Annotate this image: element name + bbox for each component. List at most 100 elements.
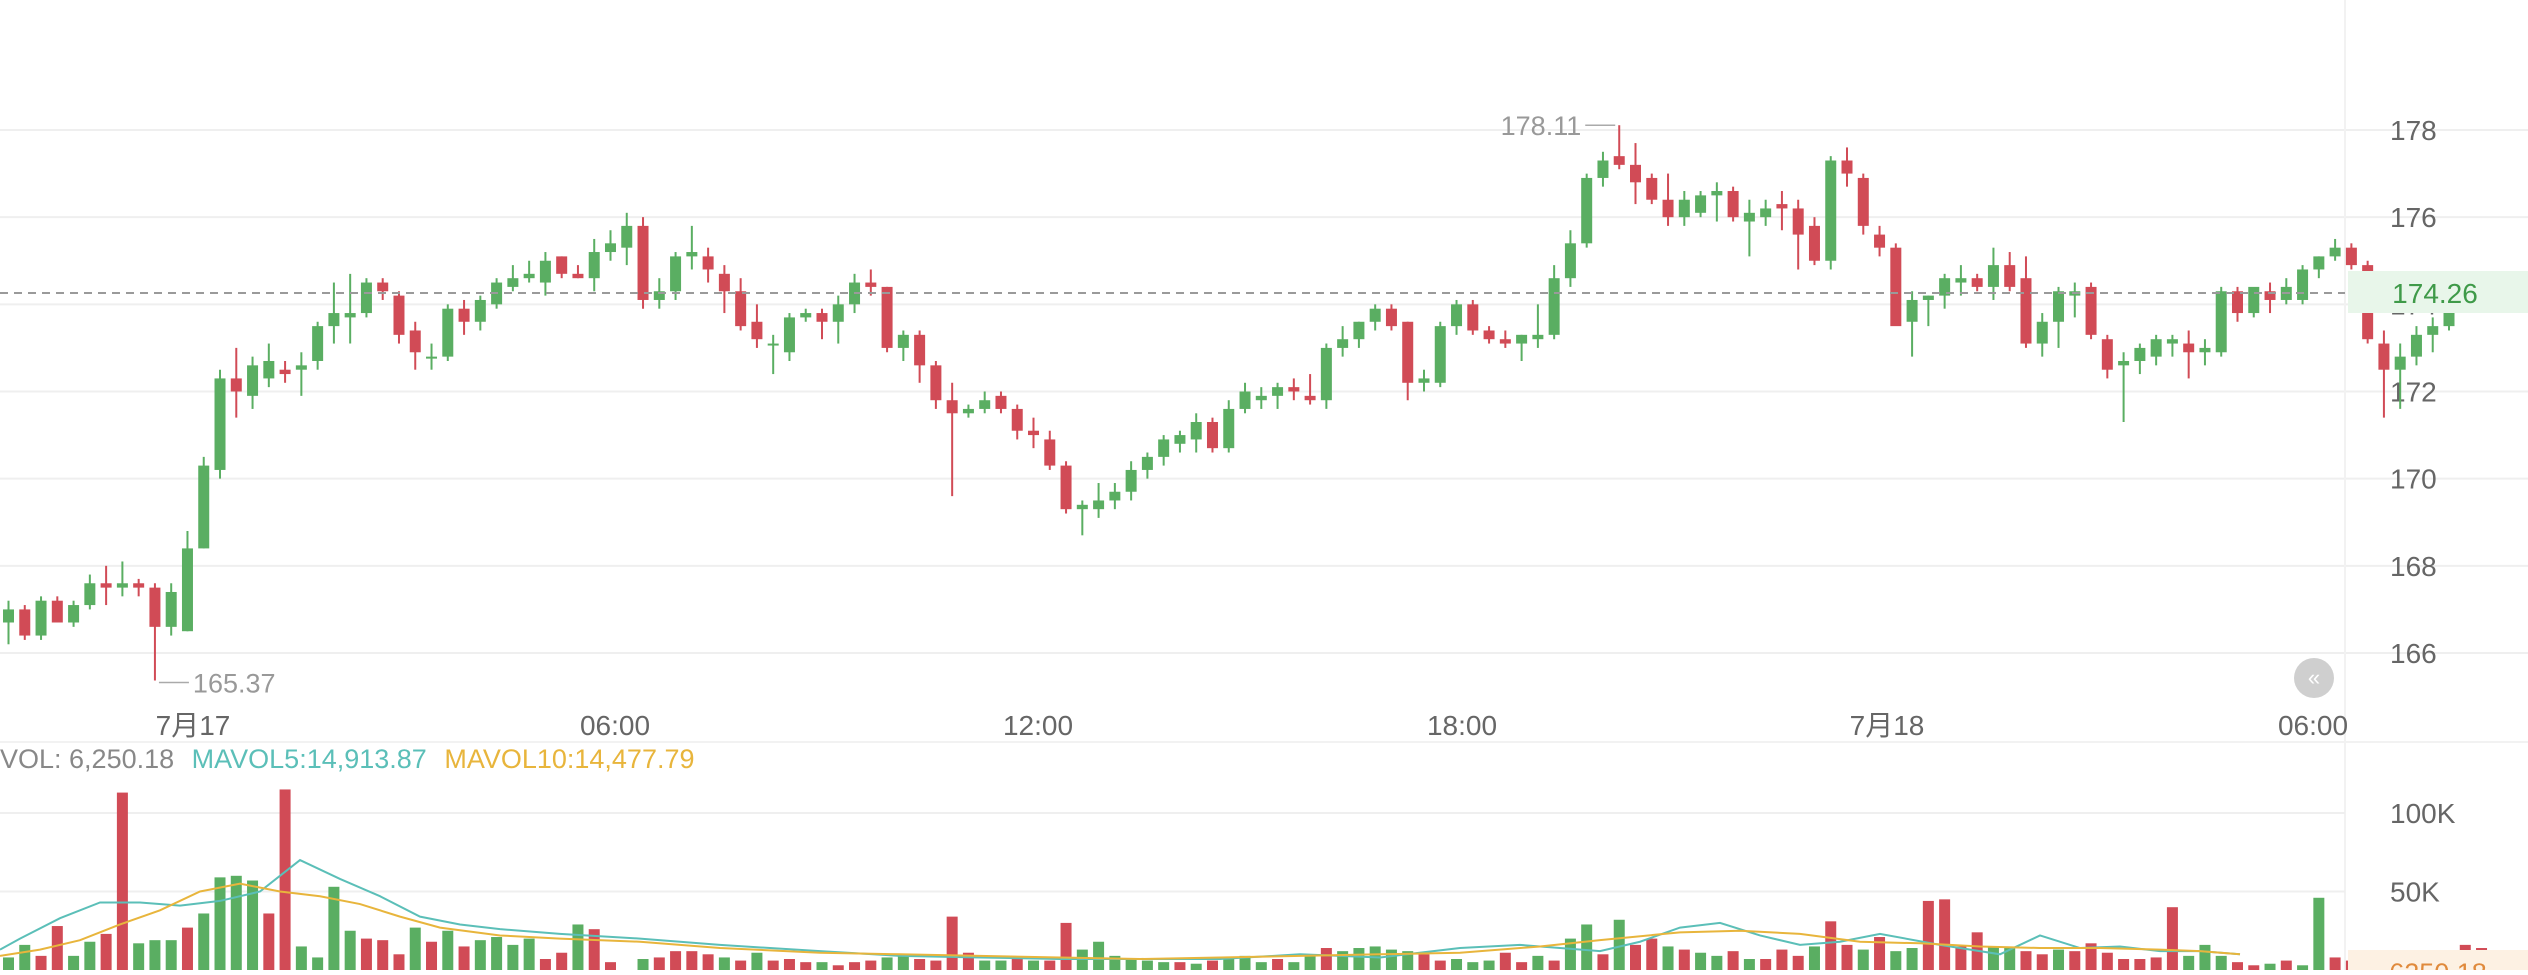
candle-body [2394, 356, 2406, 370]
candle-body [51, 600, 63, 623]
candle-body [409, 330, 421, 353]
volume-bar [1011, 959, 1023, 970]
candle-body [1320, 347, 1332, 401]
candle-body [1434, 326, 1446, 383]
volume-bar [637, 959, 649, 970]
volume-bar [1646, 938, 1658, 970]
volume-bar [1776, 949, 1788, 970]
candle-body [149, 587, 161, 627]
volume-bar [474, 940, 486, 970]
candle-body [1597, 160, 1609, 178]
candle-body [247, 365, 259, 396]
time-tick-label: 7月18 [1850, 710, 1925, 741]
candle-body [832, 304, 844, 322]
candle-body [442, 308, 454, 357]
candle-body [767, 343, 779, 346]
candle-body [637, 225, 649, 300]
candle-body [1874, 234, 1886, 248]
mavol10-value: MAVOL10:14,477.79 [444, 744, 695, 774]
candle-body [881, 286, 893, 348]
volume-bar [1272, 959, 1284, 970]
candle-body [1808, 225, 1820, 261]
candle-body [1711, 191, 1723, 196]
candle-body [751, 321, 763, 340]
volume-bar [686, 951, 698, 970]
volume-bar [930, 960, 942, 970]
volume-bar [1564, 938, 1576, 970]
volume-bar [881, 957, 893, 970]
candle-body [181, 548, 193, 632]
candle-body [1239, 391, 1251, 409]
candle-body [1158, 439, 1170, 457]
volume-bar [1337, 951, 1349, 970]
candle-body [2118, 360, 2130, 366]
candle-body [279, 369, 291, 375]
volume-legend: VOL: 6,250.18 MAVOL5:14,913.87 MAVOL10:1… [0, 744, 705, 775]
candle-body [377, 282, 389, 292]
volume-bar [751, 952, 763, 970]
double-chevron-left-icon[interactable]: « [2294, 658, 2334, 698]
volume-bar [1678, 949, 1690, 970]
candle-body [116, 583, 128, 588]
volume-bar [328, 886, 340, 970]
volume-bar [100, 933, 112, 970]
volume-tick-label: 100K [2390, 798, 2456, 829]
volume-bar [1434, 960, 1446, 970]
volume-bar [832, 965, 844, 970]
candle-body [2378, 343, 2390, 370]
volume-bar [2166, 907, 2178, 970]
volume-bar [2004, 948, 2016, 970]
candle-body [35, 600, 47, 636]
candle-body [1223, 408, 1235, 449]
candle-body [230, 378, 242, 392]
volume-bar [247, 880, 259, 970]
candle-body [621, 225, 633, 248]
volume-bar [2329, 957, 2341, 970]
candle-body [344, 313, 356, 318]
candle-body [263, 360, 275, 379]
volume-tick-label: 50K [2390, 877, 2440, 908]
volume-bar [1109, 955, 1121, 970]
candle-body [979, 400, 991, 409]
volume-bar [849, 962, 861, 970]
candle-body [1890, 247, 1902, 327]
volume-bar [2053, 949, 2065, 970]
volume-bar [230, 875, 242, 970]
candle-body [670, 256, 682, 292]
volume-bar [1662, 946, 1674, 970]
candle-body [1190, 422, 1202, 440]
volume-bar [1060, 922, 1072, 970]
candle-body [1076, 504, 1088, 510]
candle-body [68, 605, 80, 623]
volume-bar [2297, 965, 2309, 970]
volume-bar [1418, 954, 1430, 970]
volume-bar [2069, 951, 2081, 970]
volume-bar [800, 962, 812, 970]
candle-body [1646, 177, 1658, 200]
candle-body [2166, 339, 2178, 344]
volume-bar [393, 954, 405, 970]
volume-bar [2101, 952, 2113, 970]
volume-bar [2231, 962, 2243, 970]
price-tick-label: 176 [2390, 202, 2437, 233]
price-tick-label: 178 [2390, 115, 2437, 146]
candle-body [1060, 465, 1072, 510]
volume-bar [1093, 941, 1105, 970]
candle-body [1255, 395, 1267, 401]
volume-bar [2150, 957, 2162, 970]
volume-bar [1987, 946, 1999, 970]
price-tick-label: 168 [2390, 551, 2437, 582]
candle-body [1418, 378, 1430, 383]
volume-bar [295, 946, 307, 970]
volume-bar [1288, 962, 1300, 970]
candle-body [1337, 339, 1349, 348]
candle-body [1402, 321, 1414, 383]
volume-bar [979, 960, 991, 970]
candle-body [523, 273, 535, 279]
candle-body [19, 609, 31, 636]
candle-body [653, 291, 665, 300]
candle-body [426, 356, 438, 359]
candle-body [604, 243, 616, 253]
price-tick-label: 172 [2390, 377, 2437, 408]
